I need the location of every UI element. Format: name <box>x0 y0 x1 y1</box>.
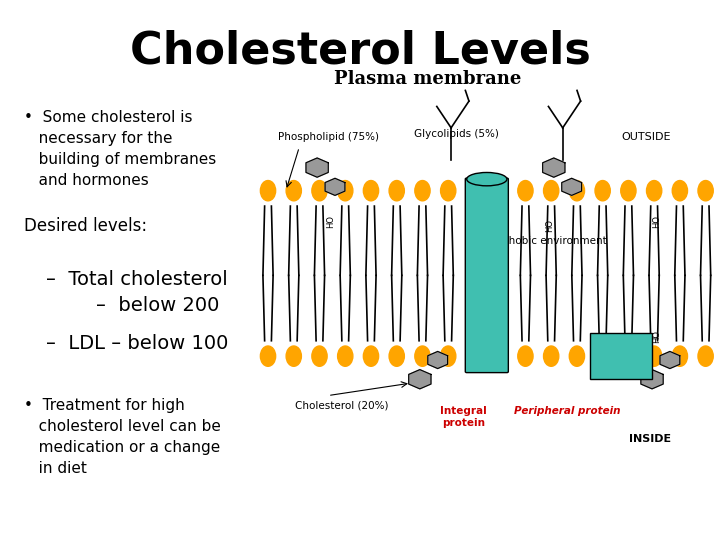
Ellipse shape <box>312 346 327 366</box>
Text: Peripheral protein: Peripheral protein <box>514 406 621 416</box>
Polygon shape <box>543 158 565 177</box>
Ellipse shape <box>467 172 507 186</box>
Ellipse shape <box>672 180 688 201</box>
Ellipse shape <box>389 180 405 201</box>
Text: HO: HO <box>326 215 335 228</box>
Ellipse shape <box>518 346 533 366</box>
Polygon shape <box>428 352 448 369</box>
Ellipse shape <box>570 180 585 201</box>
Text: Glycolipids (5%): Glycolipids (5%) <box>413 129 498 139</box>
Text: Phospholipid (75%): Phospholipid (75%) <box>278 132 379 141</box>
Text: Cholesterol (20%): Cholesterol (20%) <box>295 401 389 411</box>
Ellipse shape <box>647 346 662 366</box>
Ellipse shape <box>672 346 688 366</box>
Text: –  LDL – below 100: – LDL – below 100 <box>45 334 228 353</box>
FancyBboxPatch shape <box>465 178 508 373</box>
Ellipse shape <box>389 346 405 366</box>
Text: HO: HO <box>545 219 554 232</box>
Text: INSIDE: INSIDE <box>629 434 671 444</box>
Ellipse shape <box>621 346 636 366</box>
Ellipse shape <box>595 346 611 366</box>
Text: –  Total cholesterol
        –  below 200: – Total cholesterol – below 200 <box>45 270 228 315</box>
Ellipse shape <box>492 180 508 201</box>
Ellipse shape <box>312 180 327 201</box>
Ellipse shape <box>647 180 662 201</box>
Ellipse shape <box>441 180 456 201</box>
Ellipse shape <box>467 346 482 366</box>
Ellipse shape <box>518 180 533 201</box>
Ellipse shape <box>415 346 430 366</box>
Polygon shape <box>325 178 345 195</box>
Text: HO: HO <box>652 330 661 343</box>
Ellipse shape <box>286 180 302 201</box>
Ellipse shape <box>698 180 714 201</box>
Ellipse shape <box>570 346 585 366</box>
Text: Cholesterol Levels: Cholesterol Levels <box>130 30 590 72</box>
Ellipse shape <box>364 346 379 366</box>
Ellipse shape <box>544 180 559 201</box>
Text: Integral
protein: Integral protein <box>440 406 487 428</box>
Polygon shape <box>641 369 663 389</box>
Ellipse shape <box>595 180 611 201</box>
Ellipse shape <box>338 180 353 201</box>
Ellipse shape <box>415 180 430 201</box>
Ellipse shape <box>544 346 559 366</box>
Text: Hydrophobic environment: Hydrophobic environment <box>471 235 606 246</box>
Ellipse shape <box>364 180 379 201</box>
Ellipse shape <box>492 346 508 366</box>
Ellipse shape <box>621 180 636 201</box>
Text: Desired levels:: Desired levels: <box>24 217 148 234</box>
Bar <box>590 333 652 379</box>
Polygon shape <box>409 369 431 389</box>
Ellipse shape <box>261 180 276 201</box>
Text: Plasma membrane: Plasma membrane <box>334 70 521 87</box>
Text: •  Treatment for high
   cholesterol level can be
   medication or a change
   i: • Treatment for high cholesterol level c… <box>24 399 221 476</box>
Ellipse shape <box>338 346 353 366</box>
Text: OUTSIDE: OUTSIDE <box>621 132 671 141</box>
Ellipse shape <box>261 346 276 366</box>
Ellipse shape <box>441 346 456 366</box>
Polygon shape <box>562 178 582 195</box>
Ellipse shape <box>286 346 302 366</box>
Ellipse shape <box>467 180 482 201</box>
Polygon shape <box>306 158 328 177</box>
Text: HO: HO <box>652 215 661 228</box>
Polygon shape <box>660 352 680 369</box>
Ellipse shape <box>698 346 714 366</box>
Text: •  Some cholesterol is
   necessary for the
   building of membranes
   and horm: • Some cholesterol is necessary for the … <box>24 110 217 188</box>
